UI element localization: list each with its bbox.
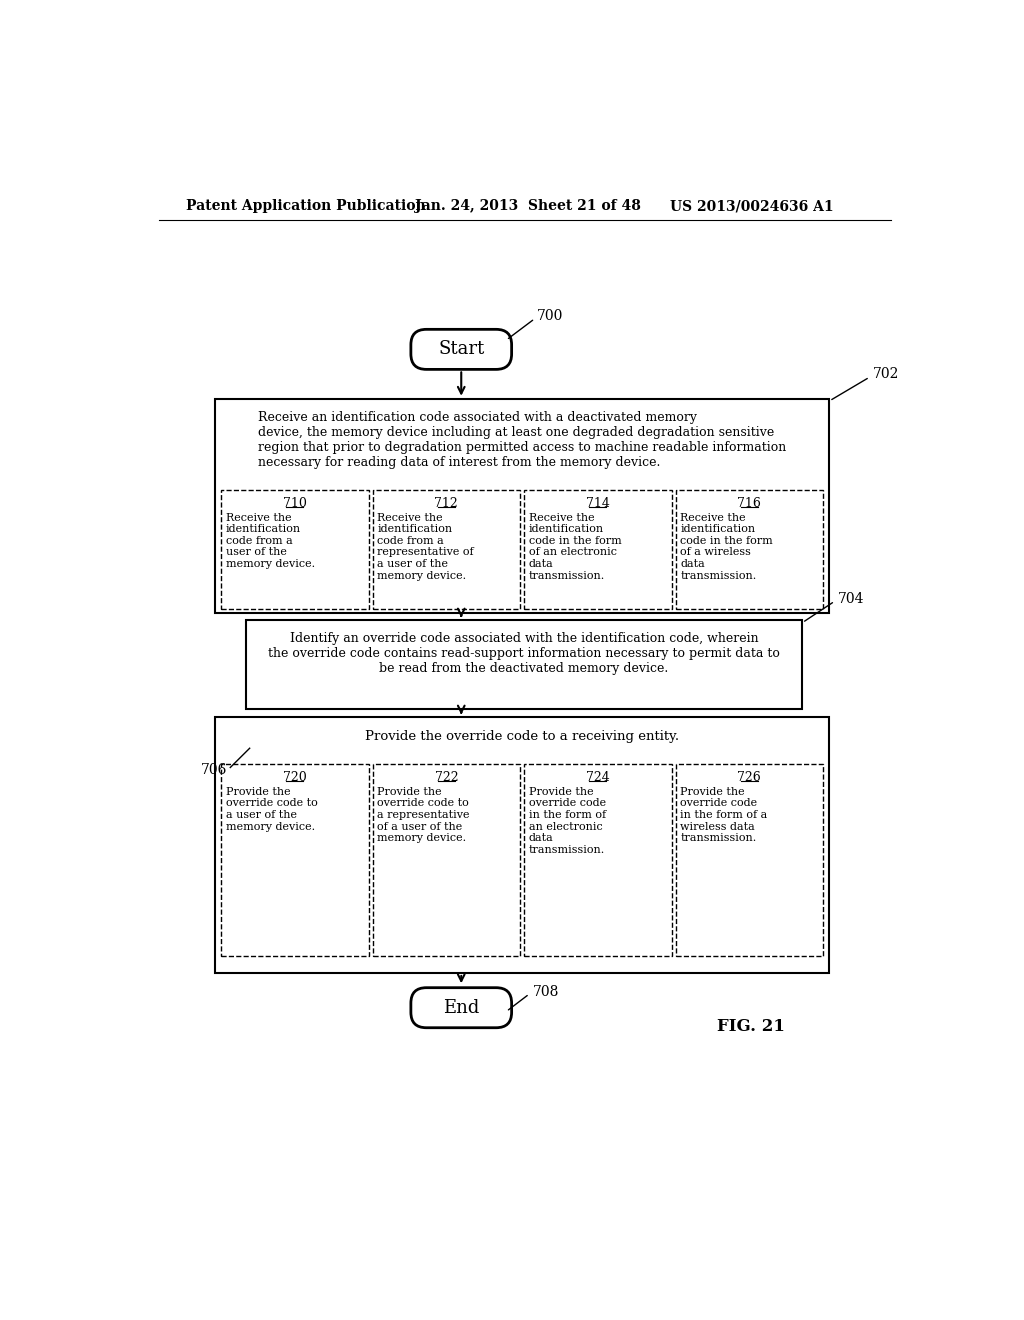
Bar xyxy=(524,763,672,956)
Text: Jan. 24, 2013  Sheet 21 of 48: Jan. 24, 2013 Sheet 21 of 48 xyxy=(415,199,641,213)
Text: 712: 712 xyxy=(434,498,458,511)
Text: 724: 724 xyxy=(586,771,609,784)
Text: 702: 702 xyxy=(872,367,899,381)
Text: Receive the
identification
code from a
user of the
memory device.: Receive the identification code from a u… xyxy=(225,512,314,569)
Bar xyxy=(221,490,369,609)
Bar xyxy=(221,763,369,956)
Text: FIG. 21: FIG. 21 xyxy=(717,1019,784,1035)
Text: End: End xyxy=(443,999,479,1016)
Text: Receive the
identification
code in the form
of an electronic
data
transmission.: Receive the identification code in the f… xyxy=(528,512,622,581)
Text: 714: 714 xyxy=(586,498,609,511)
Bar xyxy=(215,399,829,612)
Text: 704: 704 xyxy=(838,591,864,606)
Text: 722: 722 xyxy=(434,771,458,784)
Text: Receive the
identification
code in the form
of a wireless
data
transmission.: Receive the identification code in the f… xyxy=(680,512,773,581)
Text: 710: 710 xyxy=(283,498,307,511)
Bar xyxy=(373,490,520,609)
Text: Provide the
override code to
a representative
of a user of the
memory device.: Provide the override code to a represent… xyxy=(377,787,470,843)
Text: Provide the
override code
in the form of
an electronic
data
transmission.: Provide the override code in the form of… xyxy=(528,787,606,855)
Text: Identify an override code associated with the identification code, wherein
the o: Identify an override code associated wit… xyxy=(268,632,780,675)
Text: 700: 700 xyxy=(538,309,563,323)
Text: Provide the
override code to
a user of the
memory device.: Provide the override code to a user of t… xyxy=(225,787,317,832)
FancyBboxPatch shape xyxy=(411,987,512,1028)
Bar xyxy=(373,763,520,956)
Text: Provide the override code to a receiving entity.: Provide the override code to a receiving… xyxy=(365,730,679,743)
Text: 706: 706 xyxy=(201,763,227,776)
Text: Start: Start xyxy=(438,341,484,358)
Bar xyxy=(676,763,823,956)
Text: 720: 720 xyxy=(283,771,307,784)
Bar xyxy=(246,620,802,709)
Text: Receive the
identification
code from a
representative of
a user of the
memory de: Receive the identification code from a r… xyxy=(377,512,474,581)
Text: 716: 716 xyxy=(737,498,761,511)
FancyBboxPatch shape xyxy=(411,330,512,370)
Text: 726: 726 xyxy=(737,771,761,784)
Text: US 2013/0024636 A1: US 2013/0024636 A1 xyxy=(671,199,835,213)
Text: Provide the
override code
in the form of a
wireless data
transmission.: Provide the override code in the form of… xyxy=(680,787,767,843)
Text: 708: 708 xyxy=(532,985,559,998)
Bar xyxy=(676,490,823,609)
Bar xyxy=(524,490,672,609)
Text: Receive an identification code associated with a deactivated memory
device, the : Receive an identification code associate… xyxy=(258,411,786,469)
Text: Patent Application Publication: Patent Application Publication xyxy=(186,199,426,213)
Bar xyxy=(215,718,829,973)
